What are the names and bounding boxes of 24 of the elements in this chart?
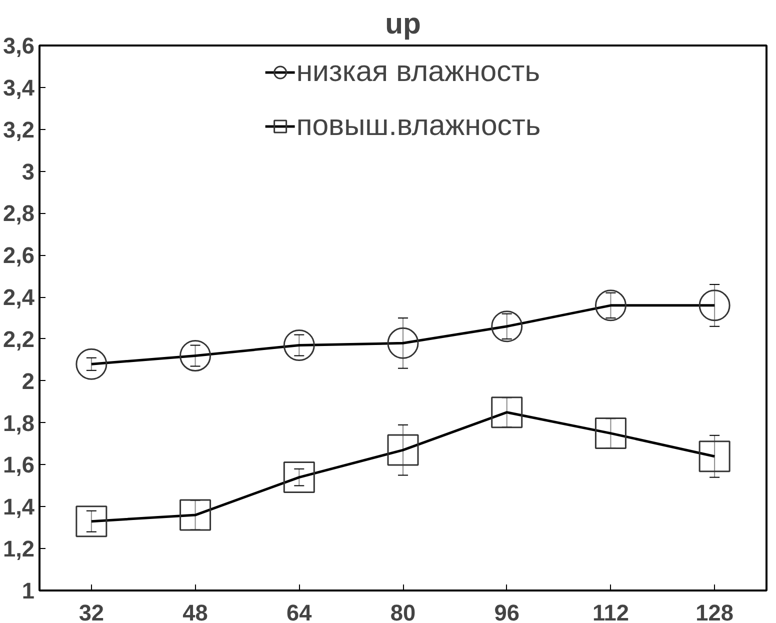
x-tick-label: 32: [78, 600, 104, 623]
legend-label: повыш.влажность: [296, 109, 541, 143]
legend-label: низкая влажность: [296, 55, 540, 89]
y-tick-label: 3,6: [3, 32, 35, 58]
y-tick-label: 1,2: [3, 536, 35, 562]
y-tick-label: 3,2: [3, 116, 35, 142]
y-tick-label: 2,4: [3, 284, 35, 310]
chart-title: up: [385, 8, 421, 40]
y-tick-label: 3: [22, 158, 35, 184]
x-tick-label: 96: [494, 600, 520, 623]
y-tick-label: 1,4: [3, 494, 35, 520]
y-tick-label: 3,4: [3, 74, 35, 100]
y-tick-label: 2: [22, 368, 35, 394]
x-tick-label: 80: [390, 600, 416, 623]
x-tick-label: 112: [592, 600, 629, 623]
y-tick-label: 2,6: [3, 242, 35, 268]
y-tick-label: 2,8: [3, 200, 35, 226]
y-tick-label: 1,6: [3, 452, 35, 478]
y-tick-label: 1,8: [3, 410, 35, 436]
x-tick-label: 64: [286, 600, 312, 623]
y-tick-label: 1: [22, 578, 35, 604]
y-tick-label: 2,2: [3, 326, 35, 352]
x-tick-label: 128: [696, 600, 734, 623]
x-tick-label: 48: [182, 600, 208, 623]
